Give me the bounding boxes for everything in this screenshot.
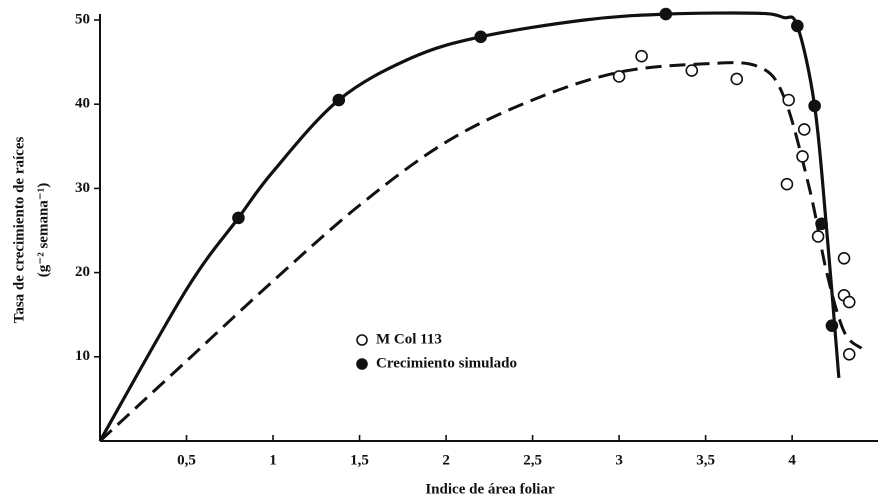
filled-point <box>232 211 245 225</box>
y-tick-label: 10 <box>75 348 90 364</box>
open-point <box>811 230 825 243</box>
x-tick-label: 2,5 <box>523 452 542 468</box>
filled-point <box>808 99 821 113</box>
y-tick-label: 50 <box>75 11 90 27</box>
y-tick-label: 30 <box>75 180 90 196</box>
open-point <box>797 123 811 136</box>
solid-curve <box>98 11 841 442</box>
filled-point <box>825 319 839 332</box>
legend-label: M Col 113 <box>376 331 442 347</box>
open-point <box>842 347 856 361</box>
y-axis-label: Tasa de crecimiento de raíces <box>11 137 27 324</box>
x-tick-label: 1 <box>269 452 277 468</box>
x-tick-label: 2 <box>442 452 450 468</box>
filled-point <box>474 30 487 44</box>
open-point <box>685 64 699 77</box>
open-point <box>796 150 809 163</box>
legend-marker <box>356 358 368 370</box>
x-axis-label: Indice de área foliar <box>425 481 555 497</box>
x-tick-label: 0,5 <box>177 452 196 468</box>
x-tick-label: 4 <box>788 452 796 468</box>
y-tick-label: 40 <box>75 96 90 112</box>
filled-point <box>815 217 828 231</box>
y-tick-label: 20 <box>75 264 90 280</box>
filled-point <box>659 7 673 21</box>
filled-point <box>791 19 804 33</box>
open-point <box>837 251 851 265</box>
open-point <box>730 72 744 86</box>
open-point <box>842 295 856 309</box>
x-tick-label: 3 <box>615 452 623 468</box>
legend-label: Crecimiento simulado <box>376 355 517 371</box>
x-tick-label: 3,5 <box>696 452 715 468</box>
x-tick-label: 1,5 <box>350 452 369 468</box>
open-point <box>635 49 648 63</box>
open-point <box>780 177 794 191</box>
y-axis-label: (g⁻² semana⁻¹) <box>35 183 51 277</box>
legend-marker <box>356 334 368 346</box>
open-point <box>612 70 626 83</box>
open-point <box>782 93 795 107</box>
filled-point <box>332 93 346 107</box>
